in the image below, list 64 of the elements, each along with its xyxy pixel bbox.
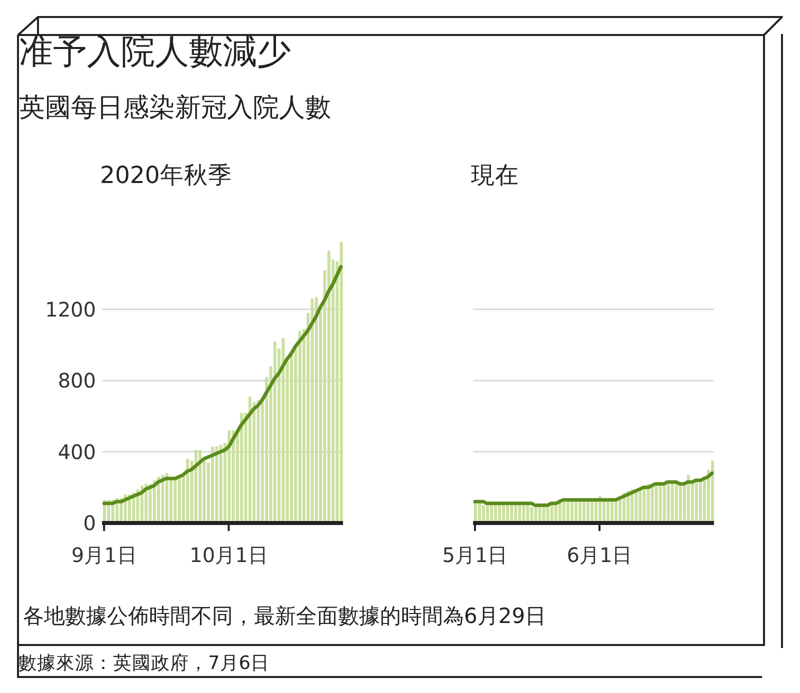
x-tick-label: 6月1日 <box>566 543 632 568</box>
bar <box>650 486 654 523</box>
bar <box>522 505 526 523</box>
bar <box>582 502 586 523</box>
text: 准予入院人數減少 <box>19 32 291 73</box>
bar <box>340 242 343 523</box>
bar <box>570 502 574 523</box>
bar <box>290 350 293 523</box>
bar <box>298 330 302 523</box>
x-tick-label: 5月1日 <box>442 543 508 568</box>
bar <box>654 484 658 523</box>
bar <box>178 476 181 523</box>
bar <box>574 502 578 523</box>
bar <box>678 484 682 523</box>
bar <box>273 341 276 523</box>
bar <box>327 250 330 523</box>
bar <box>502 505 506 523</box>
x-tick-label: 10月1日 <box>190 543 268 568</box>
bar <box>194 450 198 523</box>
bar <box>240 412 244 523</box>
bar <box>310 298 314 523</box>
y-tick-label: 0 <box>83 511 96 536</box>
bar <box>666 484 670 523</box>
y-tick-label: 1200 <box>45 298 96 322</box>
bar <box>232 430 235 523</box>
bar <box>198 450 202 523</box>
chart-title: 2020年秋季 <box>100 161 232 190</box>
bar <box>486 505 490 523</box>
bar <box>498 505 502 523</box>
bar <box>674 482 678 523</box>
chart-title: 現在 <box>471 161 519 190</box>
bar <box>562 502 566 523</box>
bar <box>506 505 510 523</box>
bar <box>186 458 190 523</box>
bar <box>586 502 590 523</box>
bar <box>494 505 498 523</box>
bar <box>490 505 494 523</box>
bar <box>219 444 222 523</box>
y-tick-label: 800 <box>58 368 96 393</box>
bar <box>514 505 518 523</box>
bar <box>694 480 698 523</box>
text: 數據來源：英國政府，7月6日 <box>18 653 270 676</box>
text: 各地數據公佈時間不同，最新全面數據的時間為6月29日 <box>23 604 546 630</box>
bar <box>606 502 610 523</box>
bar <box>518 505 522 523</box>
bar <box>526 505 530 523</box>
bar <box>211 446 214 523</box>
x-tick-label: 9月1日 <box>71 543 137 568</box>
text: 英國每日感染新冠入院人數 <box>19 93 331 124</box>
bar <box>670 482 674 523</box>
bar <box>710 460 714 523</box>
bar <box>314 296 318 523</box>
bar <box>658 484 662 523</box>
bar <box>248 396 252 523</box>
bar <box>482 505 486 523</box>
bar <box>610 502 614 523</box>
bar <box>215 446 218 523</box>
line-series <box>102 264 343 506</box>
y-tick-label: 400 <box>58 440 96 464</box>
bar <box>510 505 514 523</box>
bar <box>228 430 231 523</box>
bar <box>174 478 177 523</box>
bar <box>256 400 260 523</box>
bar <box>282 338 285 523</box>
